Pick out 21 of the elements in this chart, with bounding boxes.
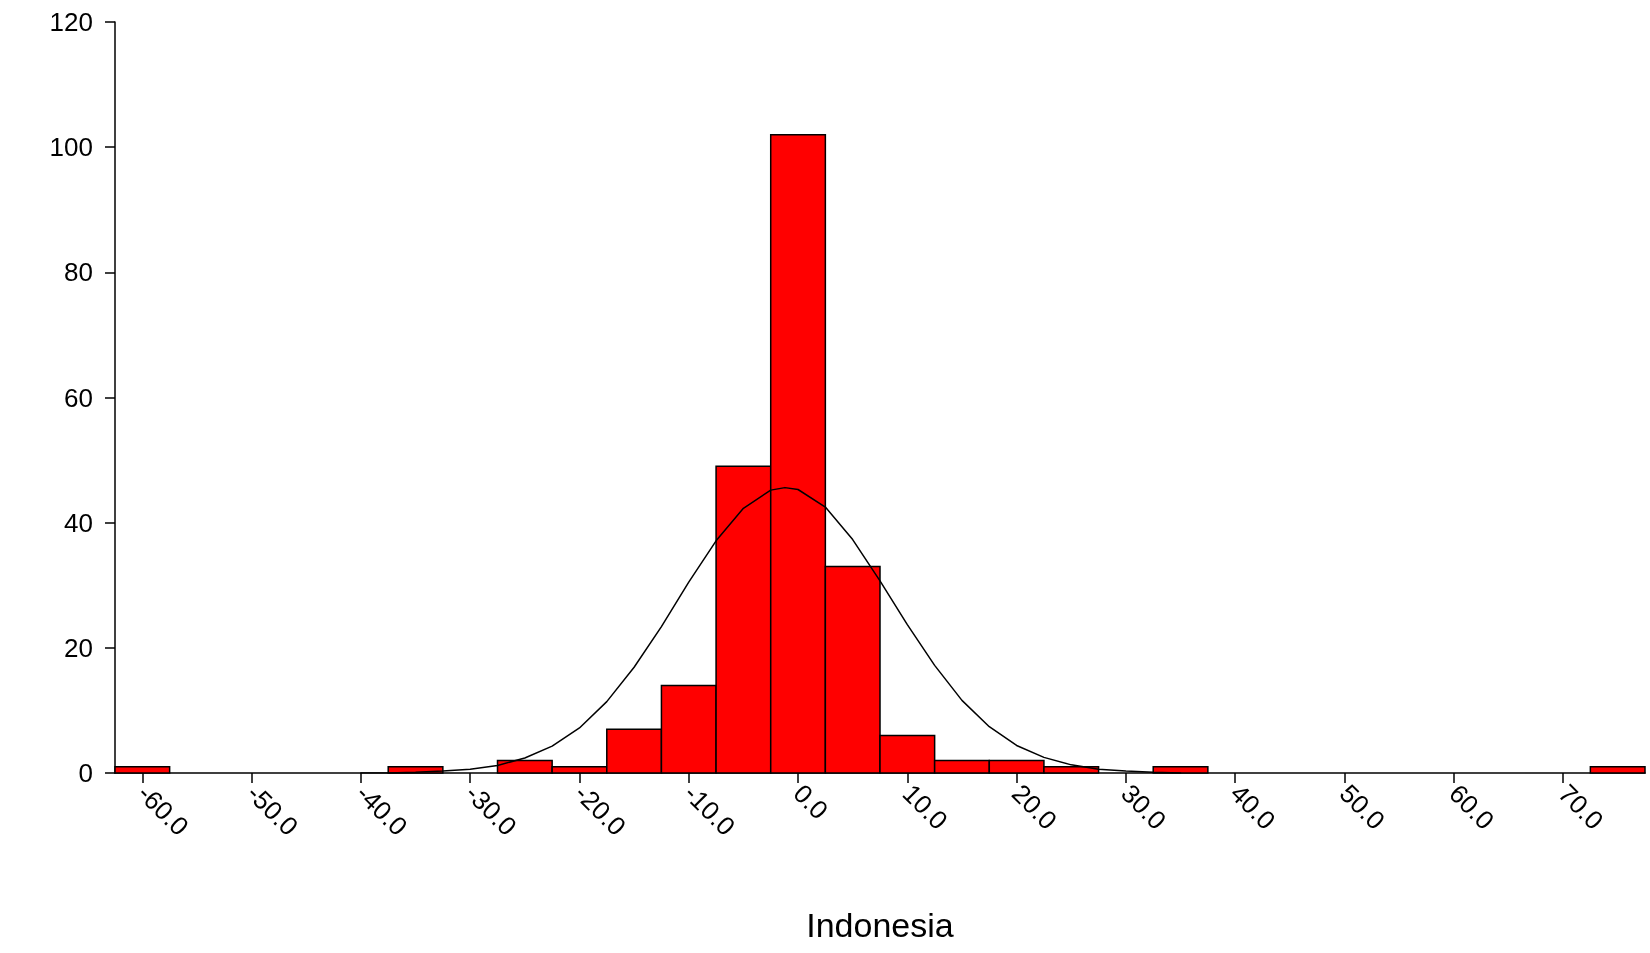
- x-tick-label: 30.0: [1115, 778, 1173, 836]
- x-tick-label: -10.0: [678, 778, 742, 842]
- x-tick-label: -60.0: [131, 778, 195, 842]
- y-tick-label: 60: [64, 382, 93, 413]
- y-tick-label: 0: [78, 758, 93, 788]
- y-tick-label: 80: [64, 257, 93, 288]
- x-tick-label: 60.0: [1443, 778, 1501, 836]
- x-tick-label: 20.0: [1006, 778, 1063, 836]
- y-tick-label: 20: [64, 632, 93, 663]
- y-tick-label: 40: [64, 507, 93, 538]
- x-tick-label: -50.0: [241, 778, 305, 842]
- x-tick-label: 0.0: [787, 778, 835, 826]
- x-tick-label: -40.0: [350, 778, 414, 842]
- y-tick-label: 120: [49, 7, 93, 37]
- x-axis-title: Indonesia: [806, 906, 954, 944]
- x-tick-label: -30.0: [459, 778, 523, 842]
- y-tick-label: 100: [49, 132, 93, 163]
- x-tick-label: 50.0: [1333, 778, 1391, 836]
- x-tick-label: 10.0: [896, 778, 954, 836]
- x-tick-label: 40.0: [1224, 778, 1282, 836]
- x-tick-label: -20.0: [568, 778, 632, 842]
